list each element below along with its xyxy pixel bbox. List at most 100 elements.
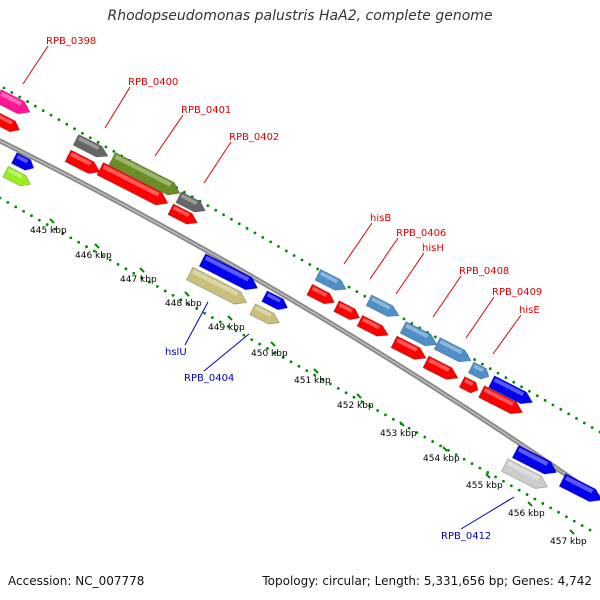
gene-feature[interactable] xyxy=(64,149,103,178)
outer-tick-dot xyxy=(590,426,594,429)
inner-tick-dot xyxy=(525,493,529,496)
inner-tick-dot xyxy=(376,409,379,412)
label-leader-line xyxy=(460,496,515,530)
outer-tick-dot xyxy=(520,385,523,389)
gene-feature-RPB_0406[interactable] xyxy=(365,294,402,321)
inner-tick-dot xyxy=(289,360,293,364)
inner-tick-dot xyxy=(431,440,435,443)
inner-tick-dot xyxy=(140,276,144,280)
gene-arrow xyxy=(96,161,169,206)
inner-tick-dot xyxy=(30,214,33,218)
gene-feature[interactable] xyxy=(96,161,171,210)
gene-feature[interactable] xyxy=(333,300,363,323)
gene-label-RPB_0404[interactable]: RPB_0404 xyxy=(184,373,234,384)
gene-feature-hslU[interactable] xyxy=(185,266,249,309)
outer-tick-dot xyxy=(230,217,233,221)
gene-feature[interactable] xyxy=(511,444,559,478)
inner-tick-dot xyxy=(187,302,191,306)
outer-tick-dot xyxy=(363,294,367,298)
gene-feature[interactable] xyxy=(167,203,200,228)
gene-feature[interactable] xyxy=(390,335,429,364)
outer-tick-dot xyxy=(292,254,296,257)
gene-features[interactable] xyxy=(0,89,600,507)
kbp-tick xyxy=(442,446,448,452)
kbp-label: 445 kbp xyxy=(30,226,67,236)
outer-tick-dot xyxy=(65,122,69,126)
inner-tick-dot xyxy=(211,316,214,319)
inner-tick-dot xyxy=(305,369,309,373)
kbp-tick xyxy=(270,341,276,347)
gene-feature-hisE[interactable] xyxy=(488,375,536,408)
gene-feature-RPB_0400[interactable] xyxy=(72,133,111,161)
inner-tick-dot xyxy=(6,201,10,204)
gene-arrow xyxy=(64,149,101,174)
gene-arrow-shine xyxy=(361,317,380,330)
gene-arrow-shine xyxy=(266,292,281,303)
inner-tick-dot xyxy=(163,289,167,293)
outer-tick-dot xyxy=(316,267,320,271)
outer-tick-dot xyxy=(245,226,249,230)
gene-arrow xyxy=(458,376,479,394)
inner-tick-dot xyxy=(281,355,285,359)
kbp-label: 447 kbp xyxy=(120,275,157,285)
gene-label-RPB_0409[interactable]: RPB_0409 xyxy=(492,287,542,298)
gene-feature-RPB_0408[interactable] xyxy=(433,337,474,367)
gene-feature[interactable] xyxy=(558,473,600,506)
gene-labels[interactable]: RPB_0398 RPB_0400 RPB_0401 RPB_0402 hisB RPB_… xyxy=(46,36,542,542)
gene-arrow-shine xyxy=(78,136,100,150)
gene-feature-RPB_0409[interactable] xyxy=(467,361,491,382)
gene-feature[interactable] xyxy=(458,376,480,396)
gene-feature-RPB_0402[interactable] xyxy=(175,191,208,216)
outer-tick-dot xyxy=(182,190,186,194)
outer-tick-dot xyxy=(402,317,406,321)
gene-label-hisE[interactable]: hisE xyxy=(519,305,540,316)
gene-label-hisB[interactable]: hisB xyxy=(370,213,391,224)
gene-arrow xyxy=(511,444,558,475)
gene-arrow xyxy=(10,152,35,171)
outer-tick-dot xyxy=(269,240,273,244)
gene-label-RPB_0402[interactable]: RPB_0402 xyxy=(229,132,279,143)
inner-tick-dot xyxy=(77,240,81,244)
outer-tick-dot xyxy=(41,109,45,113)
gene-arrow-shine xyxy=(439,339,463,355)
gene-label-RPB_0412[interactable]: RPB_0412 xyxy=(441,531,491,542)
gene-feature-RPB_0398[interactable] xyxy=(0,89,33,119)
outer-tick-dot xyxy=(206,204,210,208)
gene-feature-RPB_0404[interactable] xyxy=(249,303,282,328)
gene-feature-hisB[interactable] xyxy=(314,268,349,294)
outer-tick-dot xyxy=(308,263,312,266)
kbp-label: 450 kbp xyxy=(251,349,288,359)
gene-feature[interactable] xyxy=(10,152,36,174)
gene-label-RPB_0398[interactable]: RPB_0398 xyxy=(46,36,96,47)
outer-tick-dot xyxy=(96,140,100,144)
inner-tick-dot xyxy=(415,431,419,435)
map-title: Rhodopseudomonas palustris HaA2, complet… xyxy=(107,8,493,24)
gene-feature[interactable] xyxy=(198,253,261,295)
gene-feature[interactable] xyxy=(2,165,33,189)
gene-feature[interactable] xyxy=(0,112,22,135)
outer-tick-dot xyxy=(57,118,61,122)
gene-label-RPB_0408[interactable]: RPB_0408 xyxy=(459,266,509,277)
label-leader-line xyxy=(465,296,495,339)
gene-arrow-shine xyxy=(396,338,418,352)
gene-feature[interactable] xyxy=(261,290,291,313)
gene-label-RPB_0400[interactable]: RPB_0400 xyxy=(128,77,178,88)
inner-tick-dot xyxy=(541,502,545,505)
gene-feature[interactable] xyxy=(478,385,526,418)
gene-feature[interactable] xyxy=(422,355,461,384)
gene-label-RPB_0406[interactable]: RPB_0406 xyxy=(396,228,446,239)
gene-feature-hisH[interactable] xyxy=(399,321,440,351)
gene-feature-RPB_0412[interactable] xyxy=(500,458,550,493)
label-leader-line xyxy=(22,45,49,85)
gene-feature[interactable] xyxy=(356,314,391,340)
outer-tick-dot xyxy=(582,421,586,425)
inner-tick-dot xyxy=(273,351,277,355)
gene-label-hslU[interactable]: hslU xyxy=(165,347,187,358)
inner-tick-dot xyxy=(439,444,442,448)
gene-feature-RPB_0401[interactable] xyxy=(108,151,183,200)
gene-feature[interactable] xyxy=(306,283,337,307)
gene-label-RPB_0401[interactable]: RPB_0401 xyxy=(181,105,231,116)
outer-tick-dot xyxy=(496,371,500,375)
gene-label-hisH[interactable]: hisH xyxy=(422,243,444,254)
